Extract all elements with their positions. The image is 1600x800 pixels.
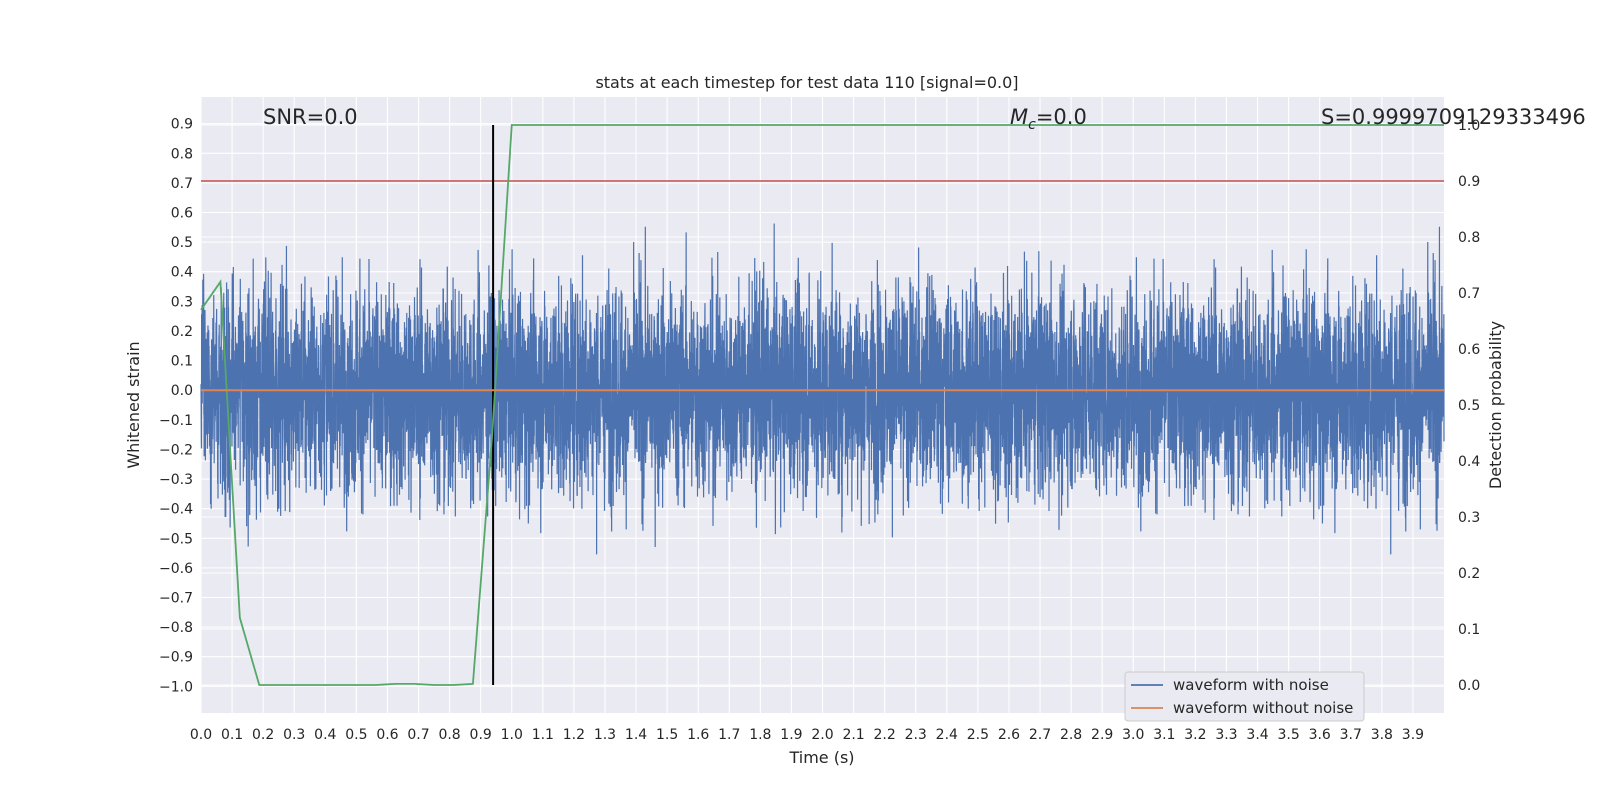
y-tick-label-right: 1.0	[1458, 118, 1480, 134]
mc-subscript: c	[1028, 117, 1036, 133]
x-tick-label: 0.0	[190, 727, 212, 743]
legend-label-noise: waveform with noise	[1173, 676, 1329, 694]
x-tick-label: 3.4	[1246, 727, 1268, 743]
x-tick-label: 2.9	[1091, 727, 1113, 743]
x-tick-label: 2.4	[936, 727, 958, 743]
y-tick-label-right: 0.4	[1458, 454, 1480, 470]
x-tick-label: 3.1	[1153, 727, 1175, 743]
y-tick-label-left: −1.0	[159, 679, 193, 695]
s-annotation: S=0.9999709129333496	[1321, 105, 1586, 129]
legend-box	[1124, 671, 1365, 722]
x-axis-label: Time (s)	[788, 748, 854, 767]
x-tick-label: 0.7	[407, 727, 429, 743]
y-tick-label-left: −0.8	[159, 620, 193, 636]
detection-probability-line	[200, 124, 1444, 686]
x-tick-label: 2.7	[1029, 727, 1051, 743]
x-tick-label: 1.3	[594, 727, 616, 743]
x-tick-label: 2.0	[811, 727, 833, 743]
y-tick-label-left: −0.6	[159, 561, 193, 577]
y-tick-label-left: −0.5	[159, 531, 193, 547]
y-tick-label-right: 0.5	[1458, 398, 1480, 414]
x-tick-label: 2.3	[905, 727, 927, 743]
detection-probability-series	[200, 124, 1444, 686]
y-tick-label-right: 0.1	[1458, 622, 1480, 638]
y-tick-label-right: 0.9	[1458, 174, 1480, 190]
snr-annotation: SNR=0.0	[263, 105, 358, 129]
waveform-with-noise-series	[200, 223, 1445, 555]
x-tick-label: 0.4	[314, 727, 336, 743]
mc-annotation: Mc=0.0	[1010, 105, 1087, 133]
mc-symbol: M	[1010, 105, 1028, 129]
x-tick-label: 3.6	[1309, 727, 1331, 743]
reference-lines	[201, 125, 1444, 685]
x-tick-label: 2.2	[874, 727, 896, 743]
y-tick-label-left: 0.7	[171, 176, 193, 192]
y-tick-label-right: 0.7	[1458, 286, 1480, 302]
y-tick-label-right: 0.6	[1458, 342, 1480, 358]
y-tick-label-left: −0.2	[159, 442, 193, 458]
y-tick-label-right: 0.3	[1458, 510, 1480, 526]
legend: waveform with noise waveform without noi…	[1124, 671, 1365, 722]
x-tick-label: 1.0	[501, 727, 523, 743]
x-tick-label: 3.5	[1277, 727, 1299, 743]
y-tick-label-left: 0.2	[171, 324, 193, 340]
x-tick-label: 2.1	[842, 727, 864, 743]
y-tick-label-right: 0.0	[1458, 678, 1480, 694]
y-tick-label-right: 0.8	[1458, 230, 1480, 246]
x-tick-label: 0.2	[252, 727, 274, 743]
x-tick-label: 1.6	[687, 727, 709, 743]
mc-value: =0.0	[1036, 105, 1087, 129]
x-tick-label: 1.9	[780, 727, 802, 743]
x-tick-label: 0.8	[438, 727, 460, 743]
y-tick-label-left: −0.7	[159, 591, 193, 607]
y-tick-label-left: 0.1	[171, 354, 193, 370]
x-tick-label: 2.5	[967, 727, 989, 743]
chart-title: stats at each timestep for test data 110…	[595, 73, 1018, 92]
y-tick-label-left: 0.6	[171, 206, 193, 222]
x-tick-label: 0.3	[283, 727, 305, 743]
y-tick-label-left: −0.3	[159, 472, 193, 488]
x-tick-label: 0.6	[376, 727, 398, 743]
y-tick-label-left: 0.4	[171, 265, 193, 281]
x-tick-label: 3.2	[1184, 727, 1206, 743]
y-tick-label-left: 0.3	[171, 294, 193, 310]
y-tick-label-left: −0.4	[159, 502, 193, 518]
x-tick-label: 1.2	[563, 727, 585, 743]
x-tick-label: 1.8	[749, 727, 771, 743]
x-tick-label: 1.4	[625, 727, 647, 743]
legend-label-clean: waveform without noise	[1173, 699, 1353, 717]
x-tick-label: 3.3	[1215, 727, 1237, 743]
x-tick-label: 1.5	[656, 727, 678, 743]
x-tick-label: 3.9	[1402, 727, 1424, 743]
x-tick-label: 3.0	[1122, 727, 1144, 743]
tick-labels: 0.0 0.1 0.2 0.3 0.4 0.5 0.6 0.7 0.8 0.9 1.0 1.1 1.2 1…	[159, 117, 1480, 743]
x-tick-label: 3.7	[1340, 727, 1362, 743]
y-tick-label-left: −0.1	[159, 413, 193, 429]
x-tick-label: 2.8	[1060, 727, 1082, 743]
x-tick-label: 2.6	[998, 727, 1020, 743]
x-tick-label: 0.5	[345, 727, 367, 743]
y-tick-label-right: 0.2	[1458, 566, 1480, 582]
y-tick-label-left: 0.0	[171, 383, 193, 399]
y-tick-label-left: 0.9	[171, 117, 193, 133]
x-tick-label: 1.1	[532, 727, 554, 743]
x-tick-label: 0.9	[470, 727, 492, 743]
y-axis-label-right: Detection probability	[1486, 321, 1505, 489]
y-tick-label-left: −0.9	[159, 650, 193, 666]
waveform-with-noise-line	[200, 223, 1445, 555]
y-tick-label-left: 0.8	[171, 146, 193, 162]
y-axis-label-left: Whitened strain	[124, 341, 143, 468]
y-tick-label-left: 0.5	[171, 235, 193, 251]
x-tick-label: 3.8	[1371, 727, 1393, 743]
x-tick-label: 1.7	[718, 727, 740, 743]
x-tick-label: 0.1	[221, 727, 243, 743]
